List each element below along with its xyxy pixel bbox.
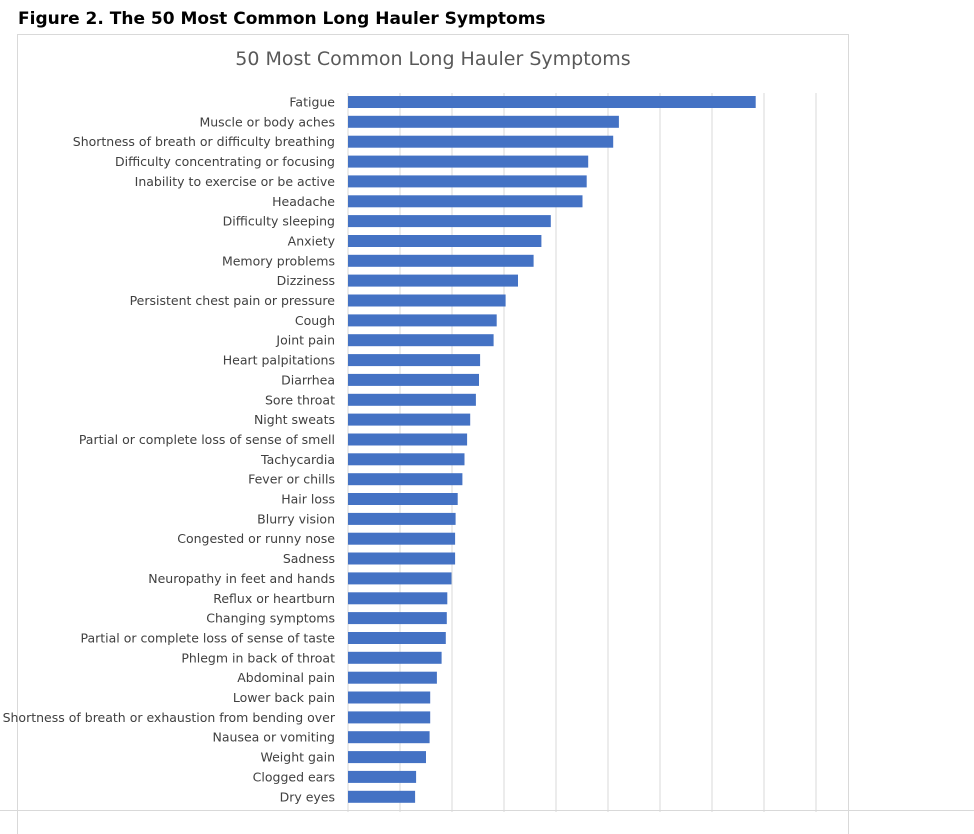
category-label-35: Clogged ears bbox=[253, 769, 335, 784]
category-label-15: Diarrhea bbox=[281, 372, 335, 387]
bar-35 bbox=[348, 770, 417, 783]
category-label-27: Changing symptoms bbox=[206, 611, 335, 626]
category-label-34: Weight gain bbox=[260, 750, 335, 765]
category-label-31: Lower back pain bbox=[233, 690, 335, 705]
category-label-33: Nausea or vomiting bbox=[213, 730, 335, 745]
category-label-24: Sadness bbox=[283, 551, 335, 566]
bar-25 bbox=[348, 572, 452, 585]
category-label-10: Dizziness bbox=[277, 273, 335, 288]
category-label-16: Sore throat bbox=[265, 392, 335, 407]
bar-15 bbox=[348, 373, 479, 386]
category-labels: Fatigue Muscle or body aches Shortness of … bbox=[3, 95, 336, 805]
category-label-1: Fatigue bbox=[289, 95, 335, 110]
category-label-18: Partial or complete loss of sense of sme… bbox=[79, 432, 335, 447]
bar-chart: Fatigue Muscle or body aches Shortness of … bbox=[3, 93, 817, 812]
bar-27 bbox=[348, 612, 447, 625]
category-label-30: Abdominal pain bbox=[237, 670, 335, 685]
bar-14 bbox=[348, 354, 481, 367]
bar-24 bbox=[348, 552, 456, 565]
category-label-29: Phlegm in back of throat bbox=[181, 650, 335, 665]
category-label-25: Neuropathy in feet and hands bbox=[148, 571, 335, 586]
bar-33 bbox=[348, 731, 430, 744]
bars bbox=[348, 96, 756, 803]
bar-5 bbox=[348, 175, 587, 188]
bar-8 bbox=[348, 235, 542, 247]
page-divider bbox=[0, 810, 974, 811]
category-label-23: Congested or runny nose bbox=[177, 531, 335, 546]
category-label-36: Dry eyes bbox=[280, 789, 335, 804]
category-label-2: Muscle or body aches bbox=[199, 114, 335, 129]
category-label-22: Blurry vision bbox=[257, 511, 335, 526]
category-label-6: Headache bbox=[272, 194, 335, 209]
category-label-9: Memory problems bbox=[222, 253, 335, 268]
bar-9 bbox=[348, 254, 534, 267]
category-label-4: Difficulty concentrating or focusing bbox=[115, 154, 335, 169]
bar-22 bbox=[348, 512, 456, 525]
bar-30 bbox=[348, 671, 437, 684]
bar-34 bbox=[348, 751, 426, 764]
category-label-14: Heart palpitations bbox=[223, 353, 335, 368]
bar-16 bbox=[348, 393, 476, 406]
category-label-13: Joint pain bbox=[275, 333, 335, 348]
figure-caption: Figure 2. The 50 Most Common Long Hauler… bbox=[18, 9, 546, 29]
bar-36 bbox=[348, 790, 416, 803]
bar-7 bbox=[348, 215, 551, 228]
bar-13 bbox=[348, 334, 494, 347]
chart-frame bbox=[17, 34, 849, 834]
bar-18 bbox=[348, 433, 468, 446]
category-label-7: Difficulty sleeping bbox=[223, 214, 335, 229]
bar-20 bbox=[348, 473, 463, 486]
bar-28 bbox=[348, 632, 446, 644]
bar-21 bbox=[348, 493, 458, 505]
category-label-26: Reflux or heartburn bbox=[213, 591, 335, 606]
bar-3 bbox=[348, 135, 614, 148]
bar-12 bbox=[348, 314, 497, 327]
bar-6 bbox=[348, 195, 583, 208]
category-label-32: Shortness of breath or exhaustion from b… bbox=[3, 710, 336, 725]
chart-title: 50 Most Common Long Hauler Symptoms bbox=[235, 48, 631, 70]
bar-1 bbox=[348, 96, 756, 108]
category-label-11: Persistent chest pain or pressure bbox=[130, 293, 336, 308]
bar-10 bbox=[348, 274, 518, 287]
category-label-28: Partial or complete loss of sense of tas… bbox=[80, 631, 335, 646]
category-label-5: Inability to exercise or be active bbox=[135, 174, 336, 189]
bar-31 bbox=[348, 691, 431, 704]
category-label-12: Cough bbox=[295, 313, 335, 328]
bar-19 bbox=[348, 453, 465, 466]
category-label-19: Tachycardia bbox=[260, 452, 335, 467]
bar-23 bbox=[348, 532, 456, 545]
category-label-21: Hair loss bbox=[281, 492, 335, 507]
bar-29 bbox=[348, 651, 442, 664]
bar-4 bbox=[348, 155, 589, 168]
category-label-20: Fever or chills bbox=[248, 472, 335, 487]
bar-17 bbox=[348, 413, 471, 426]
category-label-8: Anxiety bbox=[288, 234, 336, 249]
bar-2 bbox=[348, 115, 619, 128]
category-label-17: Night sweats bbox=[254, 412, 335, 427]
bar-32 bbox=[348, 711, 431, 724]
category-label-3: Shortness of breath or difficulty breath… bbox=[73, 134, 335, 149]
bar-26 bbox=[348, 592, 448, 605]
bar-11 bbox=[348, 294, 506, 307]
